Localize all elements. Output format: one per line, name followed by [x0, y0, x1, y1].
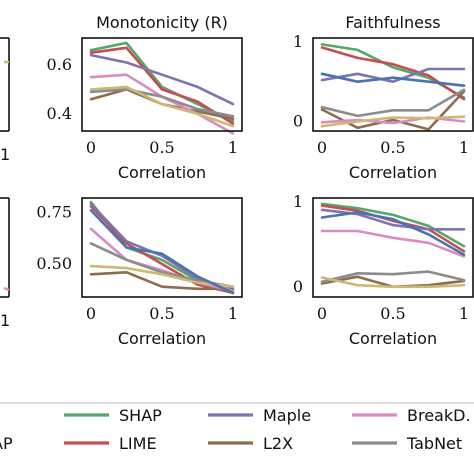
series-line-maple [320, 67, 466, 83]
chart-title: Faithfulness [345, 13, 440, 32]
x-tick-label: 0 [86, 304, 96, 323]
x-tick-label: 0.5 [380, 138, 405, 157]
legend-label-tabnet: TabNet [406, 434, 462, 453]
x-axis-label: Correlation [118, 163, 206, 182]
x-tick-label: 1 [228, 138, 238, 157]
y-tick-label: 0 [293, 111, 303, 130]
series-line-maple [320, 208, 466, 231]
left-cutoff-panels: 1 1 [0, 37, 10, 330]
chart-panel-2: Faithfulness 0 0.5 1 Correlation 0 1 [293, 13, 474, 182]
x-tick-label: 0.5 [149, 304, 174, 323]
chart-title: Monotonicity (R) [96, 13, 228, 32]
legend: SHAP LIME Maple L2X BreakD. TabNet AP [0, 402, 474, 474]
x-tick-label: 0 [317, 138, 327, 157]
legend-label-breakd-: BreakD. [407, 406, 471, 425]
series-line-l2x [89, 270, 235, 291]
series-line-maple [89, 53, 235, 106]
y-tick-label: 1 [293, 32, 303, 51]
series-line-ap [320, 115, 466, 128]
series-line-lime [89, 205, 235, 295]
y-tick-label: 1 [293, 192, 303, 211]
axes-frame [81, 197, 243, 298]
x-tick-label: 1 [228, 304, 238, 323]
x-axis-label: Correlation [349, 329, 437, 348]
x-axis-label: Correlation [118, 329, 206, 348]
legend-label-lime: LIME [119, 434, 157, 453]
y-tick-label: 0.75 [36, 202, 72, 221]
x-tick-label: 1 [459, 138, 469, 157]
legend-label-l2x: L2X [263, 434, 293, 453]
y-tick-label: 0.4 [47, 104, 72, 123]
y-tick-label: 0.6 [47, 55, 72, 74]
x-tick-label: 0.5 [380, 304, 405, 323]
series-line-lime [89, 46, 235, 125]
cutoff-tick-top: 1 [0, 145, 10, 164]
chart-panel-4: 0 0.5 1 Correlation 0 1 [293, 192, 474, 348]
legend-frame [0, 402, 474, 474]
series-line-lime [320, 46, 466, 101]
y-tick-label: 0.50 [36, 254, 72, 273]
legend-label-shap: SHAP [119, 406, 162, 425]
cutoff-series-stub [3, 286, 10, 292]
series-line-unlabeled [320, 72, 466, 87]
series-line-ap [320, 276, 466, 289]
series-line-shap [320, 43, 466, 99]
cutoff-tick-bottom: 1 [0, 311, 10, 330]
axes-frame [312, 37, 474, 132]
series-line-unlabeled [320, 211, 466, 256]
legend-label-ap: AP [0, 434, 13, 453]
series-line-unlabeled [89, 209, 235, 295]
series-line-breakd- [320, 229, 466, 258]
series-line-tabnet [89, 88, 235, 118]
series-line-tabnet [320, 270, 466, 284]
legend-label-maple: Maple [263, 406, 311, 425]
axes-frame [81, 37, 243, 132]
x-tick-label: 0.5 [149, 138, 174, 157]
series-line-tabnet [320, 88, 466, 118]
series-line-breakd- [89, 227, 235, 293]
y-tick-label: 0 [293, 277, 303, 296]
chart-panel-1: Monotonicity (R) 0 0.5 1 Correlation 0.4 0.6 [47, 13, 243, 182]
series-line-shap [320, 202, 466, 248]
x-axis-label: Correlation [349, 163, 437, 182]
series-line-ap [89, 85, 235, 128]
series-line-ap [89, 264, 235, 289]
chart-panel-3: 0 0.5 1 Correlation 0.50 0.75 [36, 197, 243, 348]
x-tick-label: 0 [317, 304, 327, 323]
axes-frame [312, 197, 474, 298]
x-tick-label: 1 [459, 304, 469, 323]
series-line-lime [320, 204, 466, 253]
x-tick-label: 0 [86, 138, 96, 157]
